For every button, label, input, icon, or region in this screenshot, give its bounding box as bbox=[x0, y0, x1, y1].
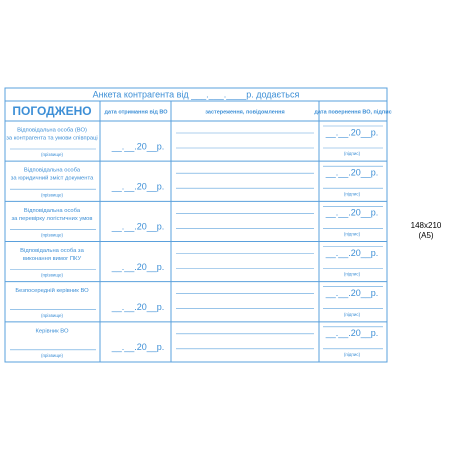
row-label: Керівник ВО bbox=[36, 328, 69, 334]
date: __.__.20__р. bbox=[111, 302, 165, 312]
row-label: Відповідальна особа bbox=[24, 168, 81, 174]
size-note: 148x210 bbox=[411, 221, 442, 230]
signature-hint: (підпис) bbox=[344, 312, 361, 317]
surname-hint: (прізвище) bbox=[41, 192, 64, 197]
row-label: за контрагента та умови співпраці bbox=[6, 136, 97, 142]
row-label: за юридичний зміст документа bbox=[11, 175, 94, 182]
date: __.__.20__р. bbox=[111, 262, 165, 272]
signature-hint: (підпис) bbox=[344, 232, 361, 237]
surname-hint: (прізвище) bbox=[41, 273, 64, 278]
surname-hint: (прізвище) bbox=[41, 313, 64, 318]
return-date: __.__.20__р. bbox=[325, 168, 379, 178]
signature-hint: (підпис) bbox=[344, 352, 361, 357]
row-label: Відповідальна особа bbox=[24, 208, 81, 214]
date: __.__.20__р. bbox=[111, 222, 165, 232]
row-label: Відповідальна особа (ВО) bbox=[17, 128, 87, 134]
return-date: __.__.20__р. bbox=[325, 328, 379, 338]
signature-hint: (підпис) bbox=[344, 272, 361, 277]
date: __.__.20__р. bbox=[111, 141, 165, 151]
header: ПОГОДЖЕНО bbox=[12, 104, 91, 118]
surname-hint: (прізвище) bbox=[41, 353, 64, 358]
signature-hint: (підпис) bbox=[344, 151, 361, 156]
form-border bbox=[4, 87, 388, 363]
row-label: Безпосередній керівник ВО bbox=[15, 287, 89, 294]
row-label: виконання вимог ПКУ bbox=[23, 256, 82, 262]
header: дата повернення ВО, підпис bbox=[314, 109, 391, 115]
surname-hint: (прізвище) bbox=[41, 233, 64, 238]
date: __.__.20__р. bbox=[111, 182, 165, 192]
return-date: __.__.20__р. bbox=[325, 248, 379, 258]
header: дата отримання від ВО bbox=[105, 109, 169, 115]
format-note: (A5) bbox=[418, 231, 433, 240]
return-date: __.__.20__р. bbox=[325, 127, 379, 137]
return-date: __.__.20__р. bbox=[325, 208, 379, 218]
return-date: __.__.20__р. bbox=[325, 288, 379, 298]
surname-hint: (прізвище) bbox=[41, 152, 64, 157]
header: застереження, повідомлення bbox=[205, 109, 284, 115]
form-title: Анкета контрагента від ___.___.____р. до… bbox=[93, 89, 300, 99]
date: __.__.20__р. bbox=[111, 342, 165, 352]
signature-hint: (підпис) bbox=[344, 191, 361, 196]
row-label: за перевірку логістичних умов bbox=[12, 216, 93, 222]
row-label: Відповідальна особа за bbox=[20, 248, 84, 254]
